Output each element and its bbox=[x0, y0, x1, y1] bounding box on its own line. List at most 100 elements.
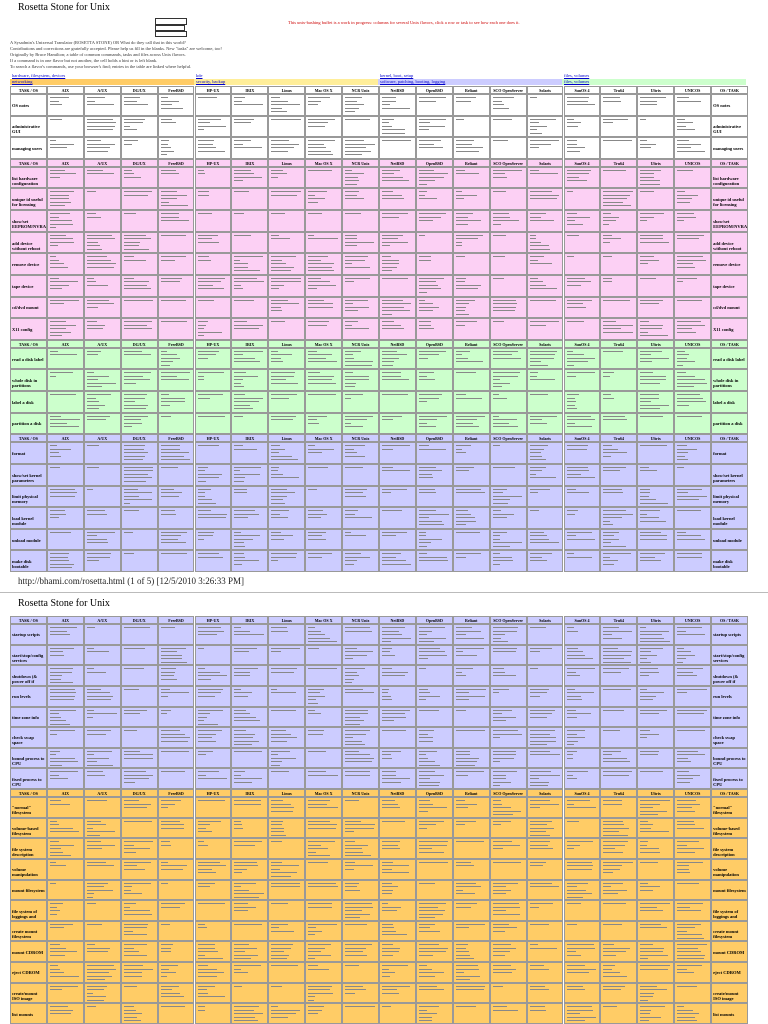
cell-text bbox=[49, 245, 58, 247]
column-header: NetBSD bbox=[379, 789, 416, 798]
cell-text bbox=[566, 820, 580, 822]
cell-text bbox=[677, 488, 702, 490]
cell-text bbox=[566, 354, 584, 356]
cell-text bbox=[234, 263, 248, 265]
cell bbox=[46, 858, 84, 880]
cell-text bbox=[382, 169, 400, 171]
nav-link[interactable]: software, patching, booting, logging bbox=[378, 79, 562, 85]
cell bbox=[526, 318, 564, 340]
nav-link[interactable]: files, volumes bbox=[562, 73, 746, 79]
row-label: startup scripts bbox=[711, 624, 748, 645]
cell-text bbox=[677, 97, 689, 98]
cell-text bbox=[529, 923, 550, 925]
cell-text bbox=[271, 513, 281, 515]
nav-link[interactable]: networking bbox=[10, 79, 194, 85]
cell bbox=[637, 412, 675, 435]
cell-text bbox=[492, 651, 517, 653]
cell-text bbox=[160, 807, 168, 809]
cell-text bbox=[234, 176, 262, 178]
cell-text bbox=[197, 354, 216, 356]
cell-text bbox=[197, 234, 218, 236]
nav-link[interactable]: kernel, boot, setup bbox=[378, 73, 562, 79]
cell-text bbox=[640, 661, 651, 663]
cell-text bbox=[234, 277, 258, 279]
cell-text bbox=[49, 394, 77, 396]
cell-text bbox=[603, 492, 623, 494]
column-header: A/UX bbox=[83, 158, 121, 167]
cell bbox=[674, 858, 712, 880]
cell-text bbox=[197, 740, 216, 742]
row-label: cd/dvd mount bbox=[711, 296, 748, 319]
cell-text bbox=[677, 256, 704, 258]
cell-text bbox=[640, 470, 657, 472]
cell-text bbox=[566, 488, 577, 490]
cell-text bbox=[418, 176, 445, 178]
cell-text bbox=[603, 627, 619, 628]
nav-link[interactable]: files, volumes bbox=[562, 79, 746, 85]
cell-text bbox=[271, 270, 291, 272]
cell-text bbox=[123, 841, 154, 843]
cell-text bbox=[197, 553, 220, 555]
cell-text bbox=[566, 757, 573, 759]
cell-text bbox=[160, 97, 169, 98]
cell-text bbox=[271, 100, 288, 102]
cell-text bbox=[49, 191, 74, 193]
cell-text bbox=[345, 448, 355, 450]
cell-text bbox=[345, 882, 360, 884]
cell bbox=[637, 879, 675, 901]
nav-link[interactable]: security, backup bbox=[194, 79, 378, 85]
cell bbox=[637, 982, 675, 1004]
cell bbox=[305, 920, 343, 942]
cell-text bbox=[382, 778, 410, 780]
cell bbox=[83, 528, 121, 551]
cell-text bbox=[529, 730, 555, 732]
column-header: NetBSD bbox=[379, 616, 416, 624]
nav-link[interactable]: kde bbox=[194, 73, 378, 79]
cell-text bbox=[677, 848, 704, 850]
cell-text bbox=[418, 306, 439, 308]
cell-text bbox=[529, 560, 547, 562]
cell-text bbox=[418, 448, 446, 450]
nav-link[interactable]: hardware, filesystem, devices bbox=[10, 73, 194, 79]
cell-text bbox=[345, 150, 371, 152]
cell-text bbox=[271, 903, 289, 905]
cell-text bbox=[160, 737, 190, 739]
cell-text bbox=[418, 488, 436, 490]
column-header: DG/UX bbox=[120, 434, 158, 443]
cell-text bbox=[566, 699, 582, 701]
cell-text bbox=[345, 761, 373, 763]
cell-text bbox=[123, 169, 132, 171]
column-header: FreeBSD bbox=[157, 789, 195, 798]
cell-text bbox=[123, 259, 146, 261]
cell-text bbox=[382, 720, 395, 722]
icon bbox=[155, 18, 187, 25]
cell-text bbox=[345, 386, 355, 388]
cell-text bbox=[382, 923, 394, 925]
cell-text bbox=[123, 1016, 137, 1018]
cell bbox=[194, 463, 232, 486]
cell-text bbox=[197, 647, 204, 649]
cell-text bbox=[49, 553, 70, 555]
cell-text bbox=[197, 288, 225, 290]
cell-text bbox=[677, 140, 689, 142]
cell-text bbox=[640, 556, 655, 558]
cell-text bbox=[603, 556, 611, 558]
cell-text bbox=[308, 692, 320, 694]
row-label: X11 config bbox=[711, 318, 748, 340]
cell-text bbox=[640, 844, 648, 846]
cell-text bbox=[566, 1013, 580, 1015]
cell-text bbox=[603, 800, 622, 802]
cell-text bbox=[529, 827, 555, 829]
cell-text bbox=[418, 641, 434, 642]
cell-text bbox=[640, 176, 655, 178]
cell-text bbox=[529, 627, 546, 628]
cell bbox=[637, 665, 675, 686]
cell-text bbox=[308, 266, 333, 268]
cell-text bbox=[418, 183, 427, 185]
cell-text bbox=[566, 140, 577, 142]
cell-text bbox=[160, 191, 178, 193]
cell-text bbox=[566, 466, 588, 468]
cell-text bbox=[86, 979, 105, 981]
cell bbox=[46, 624, 84, 645]
cell-text bbox=[123, 851, 137, 853]
